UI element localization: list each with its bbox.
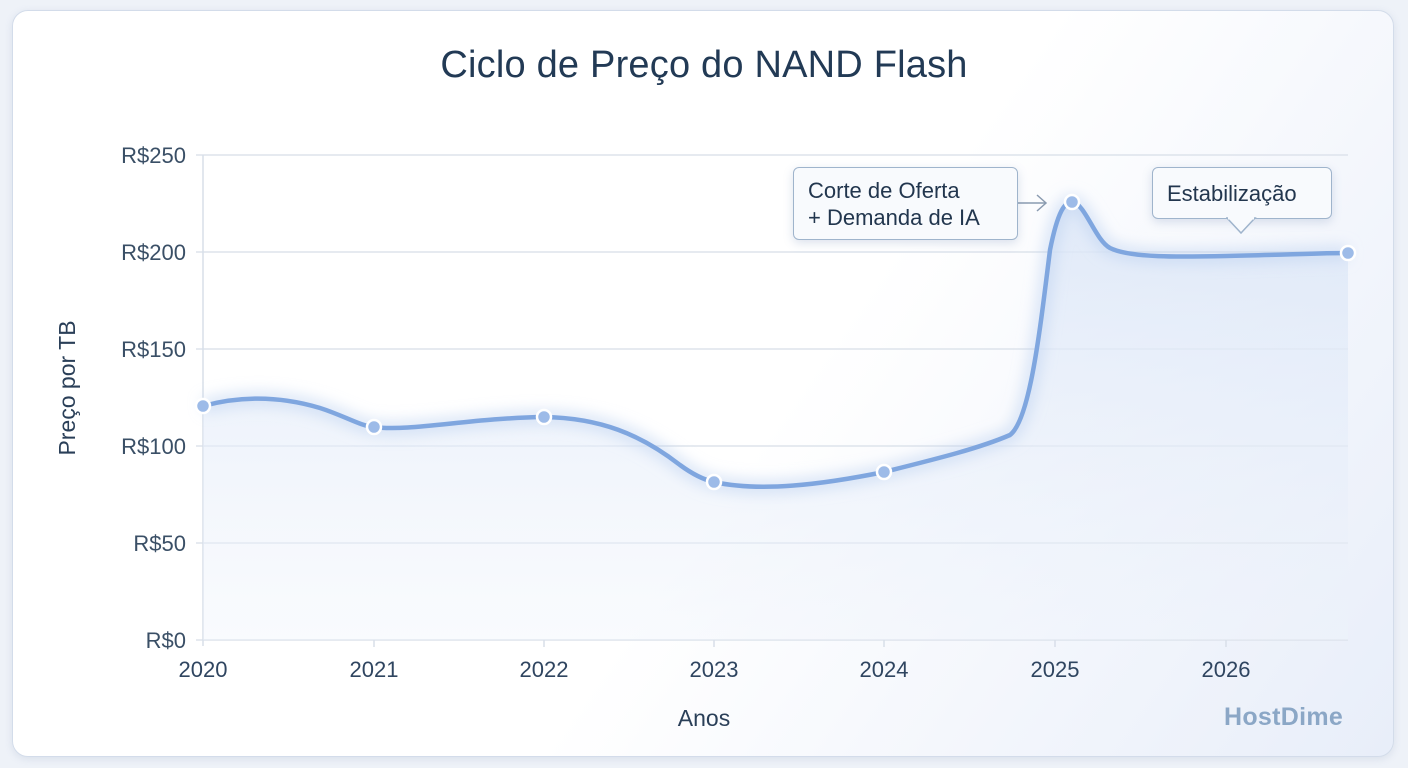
y-axis-title: Preço por TB — [54, 320, 80, 455]
x-tick-2021: 2021 — [350, 657, 399, 682]
x-tick-2022: 2022 — [520, 657, 569, 682]
y-tick-200: R$200 — [121, 240, 186, 265]
marker-2020[interactable] — [194, 397, 212, 415]
x-tick-2025: 2025 — [1031, 657, 1080, 682]
x-tick-labels: 2020 2021 2022 2023 2024 2025 2026 — [179, 657, 1251, 682]
annotation-supply-cut: Corte de Oferta + Demanda de IA — [793, 167, 1018, 240]
x-tick-2024: 2024 — [860, 657, 909, 682]
y-tick-150: R$150 — [121, 337, 186, 362]
y-tick-250: R$250 — [121, 143, 186, 168]
y-tick-50: R$50 — [133, 531, 186, 556]
marker-2022[interactable] — [535, 408, 553, 426]
chart-title: Ciclo de Preço do NAND Flash — [440, 44, 968, 86]
marker-2024[interactable] — [875, 463, 893, 481]
x-tick-2023: 2023 — [690, 657, 739, 682]
x-axis-title: Anos — [678, 705, 730, 731]
y-tick-0: R$0 — [146, 628, 186, 653]
annotation-supply-cut-line2: + Demanda de IA — [808, 205, 980, 230]
marker-2025-peak[interactable] — [1063, 193, 1081, 211]
marker-end[interactable] — [1339, 244, 1357, 262]
arrow-right-icon — [1018, 194, 1048, 212]
callout-pointer-icon — [1226, 217, 1257, 235]
x-tick-2020: 2020 — [179, 657, 228, 682]
y-tick-100: R$100 — [121, 434, 186, 459]
x-tick-marks — [373, 640, 1227, 647]
y-tick-labels: R$0 R$50 R$100 R$150 R$200 R$250 — [121, 143, 186, 653]
marker-2021[interactable] — [365, 418, 383, 436]
brand-logo: HostDime — [1224, 703, 1344, 731]
area-fill — [203, 202, 1348, 640]
annotation-stabilization-text: Estabilização — [1167, 181, 1297, 206]
marker-2023[interactable] — [705, 473, 723, 491]
annotation-supply-cut-line1: Corte de Oferta — [808, 178, 960, 203]
annotation-stabilization: Estabilização — [1152, 167, 1332, 219]
x-tick-2026: 2026 — [1202, 657, 1251, 682]
data-markers — [194, 193, 1357, 491]
